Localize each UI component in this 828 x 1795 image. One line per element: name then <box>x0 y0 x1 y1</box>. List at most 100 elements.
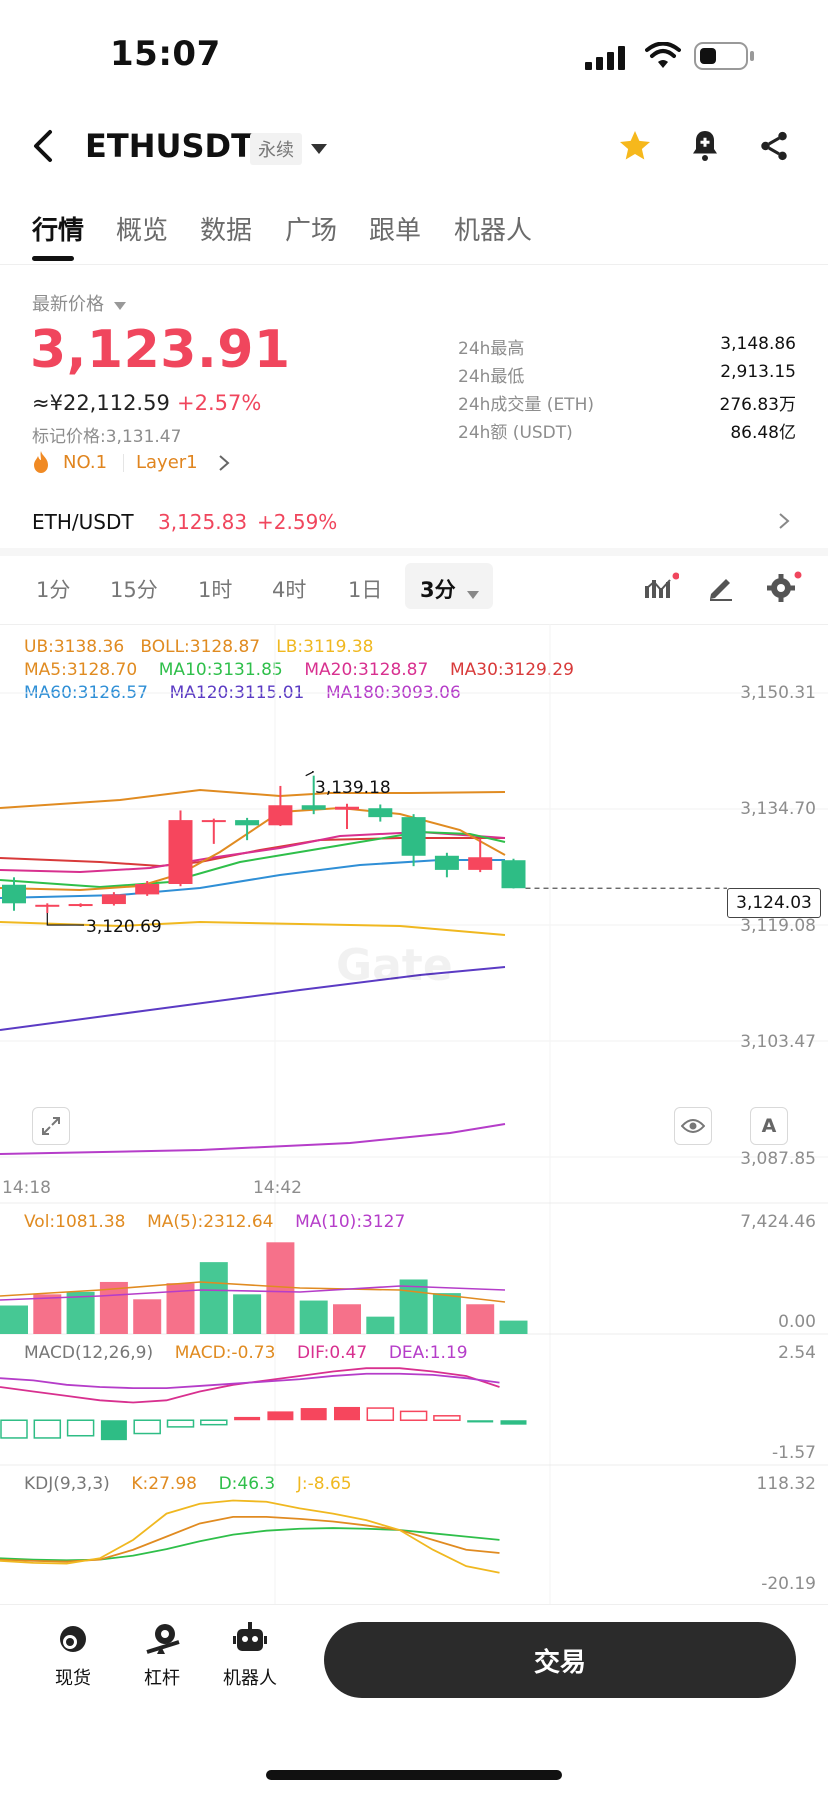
timeframe-1d[interactable]: 1日 <box>348 578 383 602</box>
pair-price: 3,125.83 <box>158 510 248 534</box>
margin-nav-button[interactable]: 杠杆 <box>127 1622 197 1692</box>
current-price-tag: 3,124.03 <box>727 888 821 918</box>
font-size-button[interactable]: A <box>750 1107 788 1145</box>
spot-pair-row[interactable]: ETH/USDT 3,125.83 +2.59% <box>0 496 828 546</box>
timeframe-1h[interactable]: 1时 <box>198 578 233 602</box>
tab-market[interactable]: 行情 <box>32 216 85 246</box>
star-icon[interactable] <box>616 128 654 168</box>
boll-lower-line <box>0 920 506 936</box>
low-annotation-line <box>46 913 84 926</box>
candle-body <box>301 805 326 810</box>
fullscreen-button[interactable] <box>32 1107 70 1145</box>
tab-square[interactable]: 广场 <box>285 216 338 246</box>
legend-k: K:27.98 <box>131 1474 197 1494</box>
tab-copy-trade[interactable]: 跟单 <box>369 216 422 246</box>
volume-legend: Vol:1081.38 MA(5):2312.64 MA(10):3127 <box>24 1212 405 1232</box>
candle-body <box>135 883 160 895</box>
macd-bar <box>500 1420 527 1425</box>
symbol-title[interactable]: ETHUSDT <box>85 127 253 165</box>
y-tick-2: 3,134.70 <box>740 799 816 819</box>
kline-chart[interactable] <box>0 624 828 1604</box>
stat-high-label: 24h最高 <box>458 339 525 359</box>
ma10-line <box>0 830 506 889</box>
legend-vol: Vol:1081.38 <box>24 1212 126 1232</box>
timeframe-3m[interactable]: 3分 <box>420 578 456 602</box>
caret-down-icon[interactable] <box>310 140 328 159</box>
timeframe-4h[interactable]: 4时 <box>272 578 307 602</box>
sector-tag[interactable]: Layer1 <box>136 452 198 473</box>
vol-y-max: 7,424.46 <box>740 1212 816 1232</box>
bot-nav-button[interactable]: 机器人 <box>215 1622 285 1692</box>
volume-bar <box>299 1300 328 1334</box>
tab-overview[interactable]: 概览 <box>116 216 169 246</box>
spot-label: 现货 <box>55 1668 91 1689</box>
candle-body <box>101 894 126 905</box>
latest-price-label-text: 最新价格 <box>32 294 104 315</box>
tab-bot[interactable]: 机器人 <box>454 216 533 246</box>
volume-bar <box>233 1294 262 1334</box>
mark-price: 标记价格:3,131.47 <box>32 422 181 447</box>
vol-ma5-line <box>0 1281 506 1303</box>
legend-vol-ma10: MA(10):3127 <box>295 1212 406 1232</box>
indicator-icon[interactable] <box>645 572 680 606</box>
contract-type-badge: 永续 <box>250 133 302 165</box>
legend-dif: DIF:0.47 <box>297 1343 368 1363</box>
volume-bar <box>199 1262 228 1334</box>
macd-bar <box>334 1406 360 1421</box>
y-tick-1: 3,150.31 <box>740 683 816 703</box>
pair-change: +2.59% <box>257 510 338 534</box>
legend-ma30: MA30:3129.29 <box>449 660 574 680</box>
visibility-button[interactable] <box>674 1107 712 1145</box>
macd-bar <box>234 1416 261 1421</box>
draw-pencil-icon[interactable] <box>706 572 736 606</box>
spot-coins-icon <box>60 1626 86 1652</box>
tab-data[interactable]: 数据 <box>200 216 253 246</box>
candle-body <box>335 806 359 810</box>
stat-volume-value: 276.83万 <box>719 395 796 415</box>
expand-icon <box>42 1117 60 1135</box>
y-tick-3: 3,119.08 <box>740 916 816 936</box>
macd-y-max: 2.54 <box>778 1343 816 1363</box>
high-annotation-line <box>305 771 314 777</box>
volume-bar <box>499 1320 528 1334</box>
candle-body <box>501 860 526 889</box>
font-a-icon: A <box>761 1115 777 1137</box>
legend-ma10: MA10:3131.85 <box>158 660 283 680</box>
macd-bar <box>399 1410 428 1421</box>
timeframe-15m[interactable]: 15分 <box>110 578 158 602</box>
spot-nav-button[interactable]: 现货 <box>38 1622 108 1692</box>
chevron-right-icon[interactable] <box>218 454 230 476</box>
share-icon[interactable] <box>757 128 791 168</box>
last-price: 3,123.91 <box>30 320 291 380</box>
kdj-k-line <box>0 1515 500 1563</box>
bell-add-icon[interactable] <box>687 128 723 168</box>
rank-badge[interactable]: NO.1 <box>63 452 108 473</box>
caret-down-icon[interactable] <box>467 584 479 603</box>
kdj-y-min: -20.19 <box>761 1574 816 1594</box>
volume-bar <box>366 1316 395 1334</box>
legend-ma20: MA20:3128.87 <box>304 660 429 680</box>
macd-bar <box>200 1419 228 1426</box>
status-time: 15:07 <box>110 34 221 74</box>
back-icon[interactable] <box>28 128 58 168</box>
stat-turnover-value: 86.48亿 <box>730 423 796 443</box>
volume-bar <box>432 1293 461 1334</box>
ma60-line <box>0 859 505 899</box>
candle-body <box>235 820 260 826</box>
y-tick-4: 3,103.47 <box>740 1032 816 1052</box>
trade-button[interactable]: 交易 <box>324 1622 796 1698</box>
kdj-legend: KDJ(9,3,3) K:27.98 D:46.3 J:-8.65 <box>24 1474 352 1494</box>
legend-ma5: MA5:3128.70 <box>24 660 138 680</box>
battery-icon <box>694 42 756 74</box>
settings-gear-icon[interactable] <box>766 570 804 608</box>
timeframe-1m[interactable]: 1分 <box>36 578 71 602</box>
timeframe-divider <box>0 624 828 625</box>
vol-ma10-line <box>0 1285 506 1301</box>
margin-label: 杠杆 <box>144 1668 180 1689</box>
candle-body <box>401 817 426 856</box>
stat-volume-label: 24h成交量 (ETH) <box>458 395 594 415</box>
volume-bar <box>133 1299 162 1334</box>
latest-price-label[interactable]: 最新价格 <box>32 290 126 316</box>
signal-icon <box>585 46 629 74</box>
volume-bar <box>33 1294 62 1334</box>
